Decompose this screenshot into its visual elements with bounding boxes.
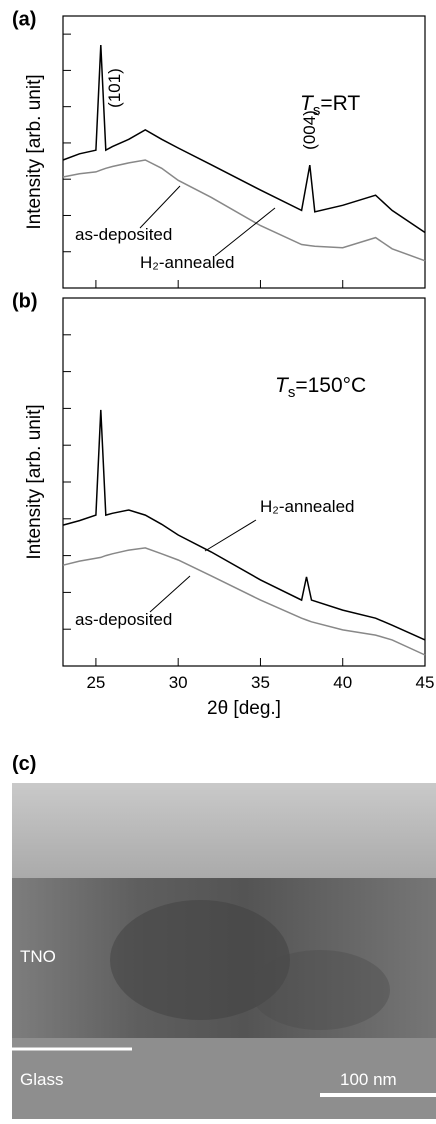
panel-label: (c)	[12, 753, 36, 775]
series-label: as-deposited	[75, 225, 172, 244]
y-axis-label: Intensity [arb. unit]	[24, 404, 45, 559]
condition-label: Ts=RT	[300, 92, 360, 119]
x-tick-label: 35	[251, 673, 270, 692]
callout-line	[139, 185, 181, 229]
series-label: H₂-annealed	[260, 497, 355, 516]
x-tick-label: 30	[169, 673, 188, 692]
series-line	[62, 159, 426, 262]
condition-symbol: T	[275, 374, 290, 397]
condition-symbol: T	[300, 92, 315, 115]
layer-label: Glass	[20, 1070, 63, 1089]
peak-label: (101)	[105, 68, 124, 108]
callout-line	[149, 575, 191, 613]
condition-text: =RT	[320, 92, 360, 115]
panel-label: (b)	[12, 291, 38, 313]
y-axis-label: Intensity [arb. unit]	[24, 74, 45, 229]
image-top-region	[12, 783, 436, 878]
layer-label: TNO	[20, 947, 56, 966]
grain-contrast	[110, 900, 290, 1020]
x-tick-label: 45	[416, 673, 435, 692]
peak-label: (004)	[300, 110, 319, 150]
x-tick-label: 40	[333, 673, 352, 692]
condition-text: =150°C	[295, 374, 366, 397]
x-tick-label: 25	[86, 673, 105, 692]
callout-line	[214, 207, 276, 257]
scale-label: 100 nm	[340, 1070, 397, 1089]
tem-image: TNO Glass 100 nm	[12, 783, 436, 1119]
series-line	[62, 547, 426, 656]
series-line	[62, 44, 426, 234]
plot-frame	[62, 15, 426, 289]
grain-contrast	[250, 950, 390, 1030]
panel-label: (a)	[12, 9, 36, 31]
condition-subscript: s	[288, 384, 296, 401]
glass-layer	[12, 1038, 436, 1119]
x-axis-label: 2θ [deg.]	[207, 698, 281, 719]
series-label: H₂-annealed	[140, 253, 235, 272]
series-label: as-deposited	[75, 610, 172, 629]
callout-line	[204, 519, 257, 552]
series-line	[62, 409, 426, 641]
condition-subscript: s	[313, 102, 321, 119]
condition-label: Ts=150°C	[275, 374, 366, 401]
